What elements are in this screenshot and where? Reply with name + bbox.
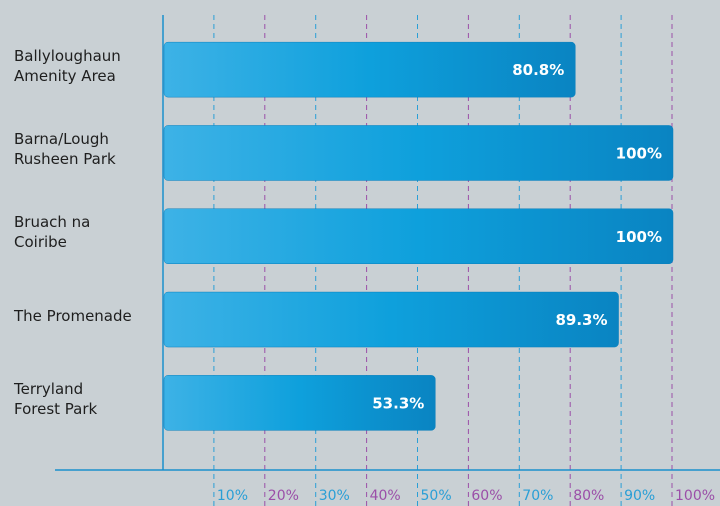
value-label: 53.3% <box>372 394 424 412</box>
x-tick-label: 30% <box>319 488 350 504</box>
y-tick-label: Barna/Lough Rusheen Park <box>14 129 116 168</box>
x-tick-label: 80% <box>573 488 604 504</box>
value-label: 89.3% <box>555 311 607 329</box>
value-label: 100% <box>616 144 662 162</box>
value-label: 100% <box>616 228 662 246</box>
x-tick-label: 20% <box>268 488 299 504</box>
y-tick-label: The Promenade <box>14 306 132 325</box>
y-tick-label: Terryland Forest Park <box>14 379 98 418</box>
bar <box>163 375 436 431</box>
bar <box>163 291 619 348</box>
x-tick-label: 100% <box>675 488 715 504</box>
bar <box>163 41 576 98</box>
x-tick-label: 10% <box>217 488 248 504</box>
bar <box>163 208 674 264</box>
x-tick-label: 90% <box>624 488 655 504</box>
bar <box>163 125 674 181</box>
y-tick-label: Ballyloughaun Amenity Area <box>14 46 121 85</box>
x-tick-label: 70% <box>522 488 553 504</box>
y-tick-label: Bruach na Coiribe <box>14 213 91 252</box>
x-tick-label: 40% <box>370 488 401 504</box>
value-label: 80.8% <box>512 61 564 79</box>
x-tick-label: 60% <box>471 488 502 504</box>
x-tick-label: 50% <box>421 488 452 504</box>
